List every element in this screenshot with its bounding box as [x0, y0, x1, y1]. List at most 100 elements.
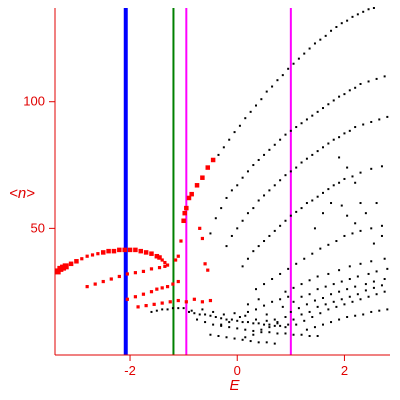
data-point — [300, 161, 303, 164]
data-point — [362, 313, 365, 316]
data-point — [212, 323, 215, 326]
data-point — [300, 313, 303, 316]
data-point — [313, 227, 316, 230]
data-point — [322, 212, 324, 215]
data-point — [308, 47, 311, 50]
data-point — [260, 98, 263, 101]
data-point — [236, 319, 239, 322]
data-point — [289, 310, 292, 313]
data-point — [340, 22, 343, 25]
highlight-point — [160, 258, 164, 262]
highlight-point — [176, 298, 180, 303]
data-point — [354, 181, 357, 184]
data-point — [244, 314, 247, 317]
highlight-point — [141, 292, 146, 296]
data-point — [289, 170, 292, 173]
highlight-point — [182, 210, 187, 216]
data-point — [252, 333, 255, 336]
data-point — [273, 318, 276, 321]
data-point — [284, 174, 287, 177]
data-point — [263, 304, 266, 307]
data-point — [214, 316, 217, 319]
data-point — [212, 310, 215, 313]
data-point — [273, 229, 276, 232]
data-point — [241, 321, 244, 324]
data-point — [380, 234, 383, 237]
data-point — [311, 199, 314, 202]
data-point — [370, 227, 373, 230]
data-point — [330, 202, 333, 205]
data-point — [257, 341, 260, 344]
highlight-point — [127, 247, 133, 253]
highlight-point — [149, 251, 154, 256]
data-point — [375, 293, 378, 296]
data-point — [295, 262, 298, 265]
highlight-point — [133, 247, 138, 253]
data-point — [338, 156, 341, 159]
data-point — [236, 227, 239, 230]
data-point — [241, 265, 244, 268]
data-point — [284, 316, 287, 319]
highlight-point — [168, 300, 172, 304]
data-point — [380, 224, 383, 227]
highlight-point — [93, 282, 97, 286]
data-point — [236, 184, 239, 187]
data-point — [244, 336, 247, 339]
data-point — [305, 303, 308, 306]
data-point — [359, 298, 362, 301]
data-point — [383, 278, 386, 281]
highlight-point — [157, 255, 162, 260]
data-point — [332, 184, 335, 187]
data-point — [225, 318, 228, 321]
data-point — [263, 153, 266, 156]
data-point — [348, 278, 351, 281]
data-point — [279, 298, 282, 301]
data-point — [233, 337, 236, 340]
data-point — [378, 118, 381, 121]
data-point — [281, 74, 284, 77]
data-point — [252, 250, 255, 253]
data-point — [351, 232, 354, 235]
data-point — [193, 312, 196, 315]
data-point — [268, 331, 271, 334]
data-point — [316, 195, 319, 198]
data-point — [225, 245, 228, 248]
data-point — [228, 326, 231, 329]
data-point — [316, 335, 319, 338]
data-point — [217, 153, 220, 156]
data-point — [332, 300, 335, 303]
data-point — [300, 283, 303, 286]
data-point — [287, 323, 290, 326]
data-point — [276, 322, 279, 325]
data-point — [279, 272, 282, 275]
data-point — [284, 133, 287, 136]
data-point — [319, 312, 322, 315]
data-point — [244, 117, 247, 120]
data-point — [246, 170, 249, 173]
data-point — [386, 115, 389, 118]
data-point — [303, 257, 306, 260]
y-tick-label: 50 — [31, 220, 45, 235]
highlight-point — [154, 253, 160, 259]
data-point — [284, 219, 287, 222]
highlight-point — [200, 175, 205, 180]
data-point — [252, 329, 255, 332]
highlight-point — [160, 286, 164, 290]
data-point — [370, 310, 373, 313]
highlight-point — [184, 205, 189, 211]
highlight-point — [165, 263, 170, 267]
data-point — [348, 89, 351, 92]
data-point — [265, 90, 268, 93]
data-point — [230, 189, 233, 192]
data-point — [305, 202, 308, 205]
data-point — [322, 323, 324, 326]
data-point — [265, 341, 268, 344]
data-point — [233, 312, 236, 315]
data-point — [297, 57, 300, 60]
data-point — [257, 158, 260, 161]
data-point — [300, 207, 303, 210]
data-point — [287, 267, 290, 270]
data-point — [289, 129, 292, 132]
data-point — [351, 15, 354, 18]
highlight-point — [85, 285, 89, 289]
